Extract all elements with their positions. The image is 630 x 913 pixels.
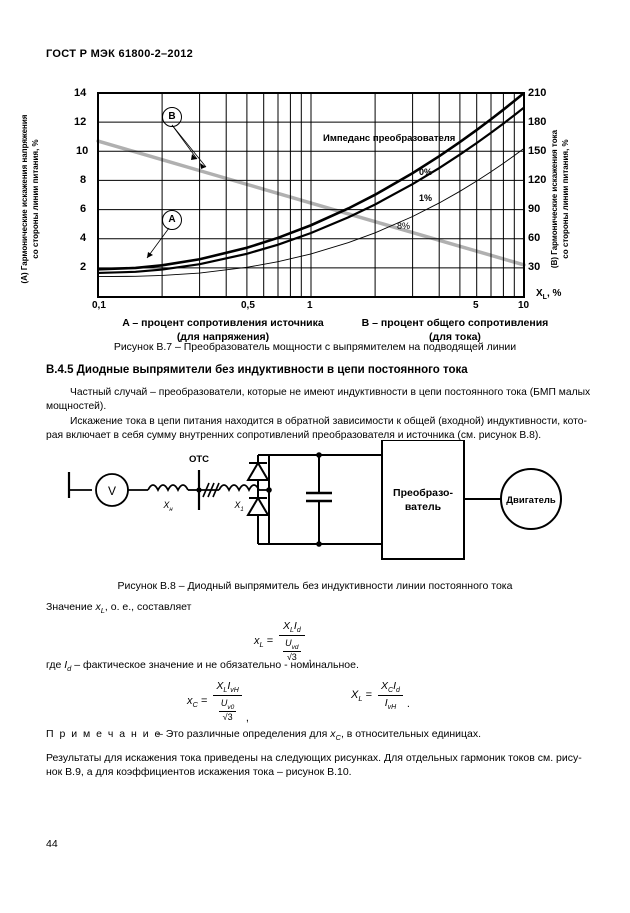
svg-text:Xн: Xн: [162, 500, 173, 513]
svg-text:ватель: ватель: [405, 501, 442, 513]
svg-text:Преобразо-: Преобразо-: [393, 487, 453, 499]
svg-text:X1: X1: [233, 500, 243, 513]
svg-text:Двигатель: Двигатель: [506, 495, 556, 506]
svg-text:V: V: [108, 484, 116, 498]
svg-text:ОТС: ОТС: [189, 454, 209, 465]
